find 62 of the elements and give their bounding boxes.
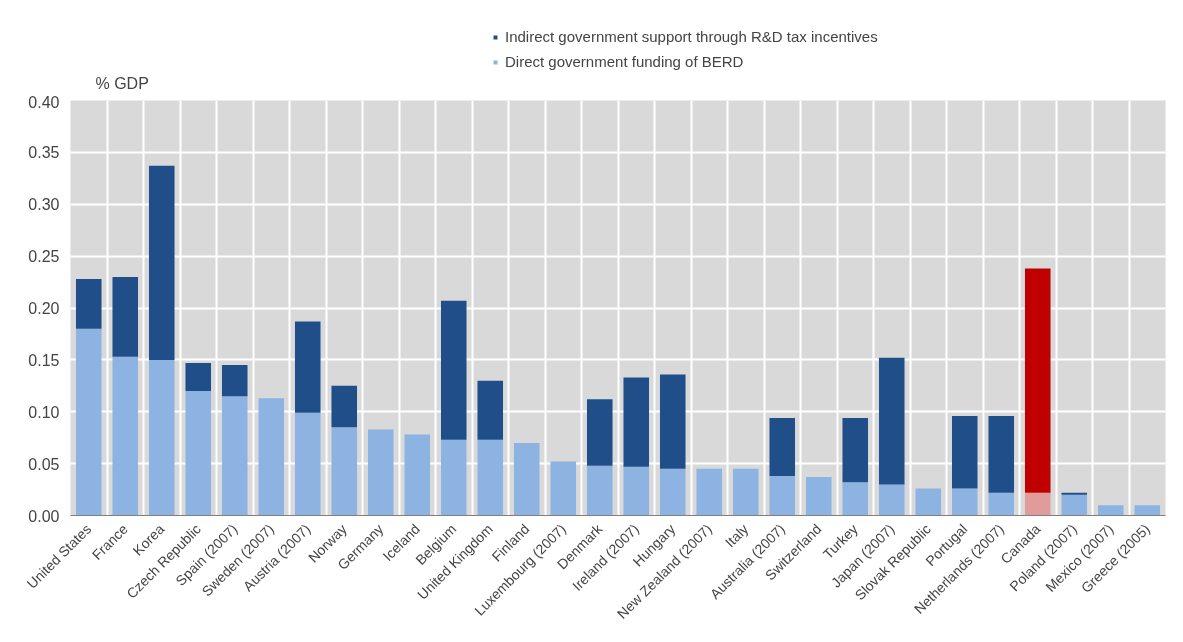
y-tick-label: 0.10 — [28, 403, 60, 421]
bar — [696, 468, 723, 516]
bar — [294, 321, 321, 413]
y-tick-label: 0.05 — [28, 455, 60, 473]
bar — [805, 477, 832, 516]
bar — [878, 484, 905, 516]
bar — [1061, 492, 1088, 495]
legend-label: Indirect government support through R&D tax incentives — [505, 28, 878, 45]
bar — [75, 328, 102, 516]
y-tick-label: 0.40 — [28, 93, 60, 111]
bar — [878, 357, 905, 485]
bar — [1061, 494, 1088, 516]
bar — [915, 488, 942, 516]
y-tick-label: 0.00 — [28, 507, 60, 525]
bar — [659, 374, 686, 469]
y-tick-label: 0.30 — [28, 196, 60, 214]
bar — [294, 412, 321, 516]
y-tick-label: 0.25 — [28, 248, 60, 266]
legend-label: Direct government funding of BERD — [505, 53, 744, 70]
bar — [1024, 492, 1051, 516]
y-tick-label: 0.20 — [28, 300, 60, 317]
y-axis-title: % GDP — [95, 74, 149, 92]
bar — [732, 468, 759, 516]
bar — [331, 427, 358, 516]
bar — [221, 396, 248, 516]
bar — [477, 439, 504, 516]
bar — [513, 442, 540, 516]
bar — [842, 482, 869, 516]
bar — [221, 365, 248, 397]
bar — [440, 300, 467, 440]
bar — [367, 429, 394, 516]
bar — [623, 377, 650, 467]
bar — [659, 468, 686, 516]
x-tick-label: Italy — [721, 520, 752, 551]
bar — [988, 492, 1015, 516]
bar — [331, 385, 358, 428]
bar — [185, 391, 212, 516]
y-tick-label: 0.35 — [28, 144, 60, 162]
bar — [586, 399, 613, 466]
bar — [623, 466, 650, 516]
bar — [112, 276, 139, 357]
bar — [112, 356, 139, 516]
bar — [258, 398, 285, 516]
bar — [1134, 505, 1161, 516]
bar — [185, 362, 212, 391]
bar — [148, 359, 175, 516]
y-tick-label: 0.15 — [28, 351, 60, 369]
bar — [1024, 268, 1051, 493]
bar — [404, 434, 431, 516]
bar — [440, 439, 467, 516]
bar — [477, 380, 504, 440]
bar — [769, 476, 796, 516]
bar — [1097, 505, 1124, 516]
bar — [951, 488, 978, 516]
bar — [75, 278, 102, 329]
bar — [951, 415, 978, 489]
bar — [148, 165, 175, 360]
bar — [988, 415, 1015, 493]
bar — [842, 417, 869, 483]
bar — [769, 417, 796, 477]
bar — [586, 465, 613, 516]
bar — [550, 461, 577, 516]
